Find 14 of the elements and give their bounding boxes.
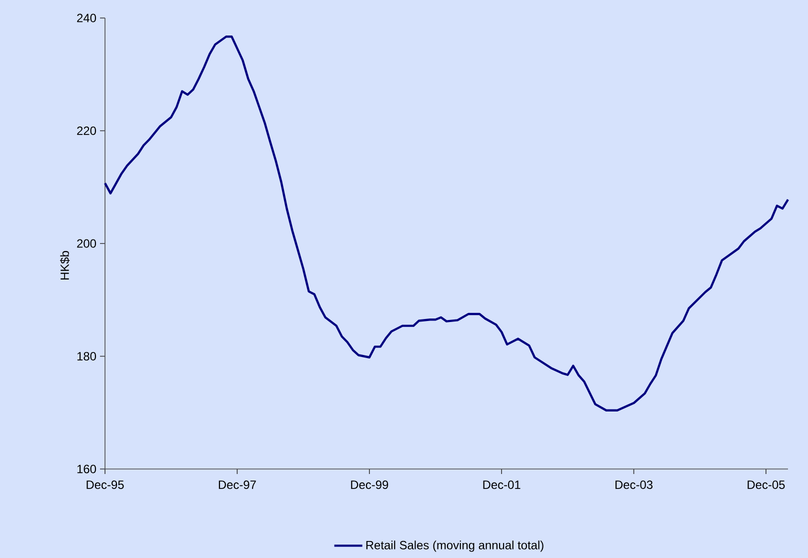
x-tick-label: Dec-01 (483, 480, 520, 489)
y-tick-label: 180 (77, 352, 96, 360)
x-tick-label: Dec-03 (615, 480, 653, 489)
legend-label: Retail Sales (moving annual total) (366, 540, 544, 552)
line-series (104, 36, 790, 412)
x-tick-label: Dec-05 (748, 480, 785, 489)
y-tick-label: 160 (77, 464, 96, 474)
y-tick-label: 220 (77, 126, 96, 135)
y-tick-label: 200 (77, 239, 96, 248)
y-axis-title: HK$b (60, 251, 70, 280)
x-tick-label: Dec-99 (351, 480, 388, 489)
x-tick-label: Dec-97 (218, 480, 256, 489)
x-tick-label: Dec-95 (86, 480, 124, 489)
y-tick-label: 240 (77, 14, 96, 22)
